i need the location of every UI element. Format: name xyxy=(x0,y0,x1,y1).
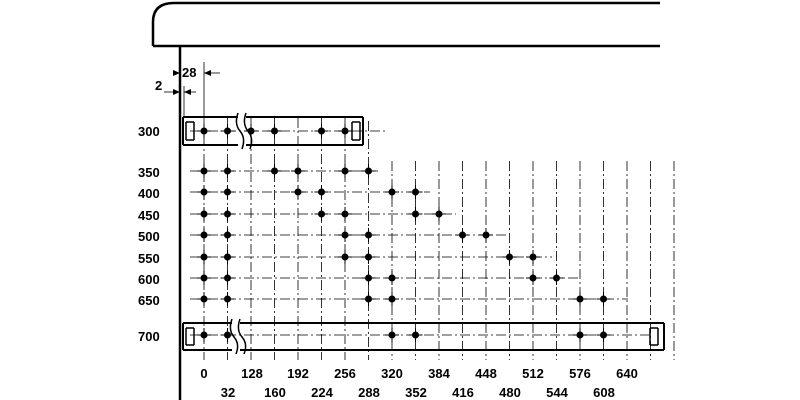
col-label-192: 192 xyxy=(287,366,309,381)
hole-marker xyxy=(200,274,208,282)
row-label-650: 650 xyxy=(138,293,160,308)
col-label-256: 256 xyxy=(334,366,356,381)
hole-marker xyxy=(412,188,419,196)
hole-marker xyxy=(200,295,208,303)
col-label-544: 544 xyxy=(546,385,568,400)
hole-marker xyxy=(365,274,372,282)
hole-marker xyxy=(365,253,372,261)
hole-marker xyxy=(388,295,396,303)
col-label-32: 32 xyxy=(221,385,235,400)
row-label-350: 350 xyxy=(138,165,160,180)
hole-marker xyxy=(365,167,372,175)
col-label-320: 320 xyxy=(381,366,403,381)
hole-marker xyxy=(482,231,490,239)
hole-marker xyxy=(388,274,396,282)
col-label-416: 416 xyxy=(452,385,474,400)
hole-marker xyxy=(388,188,396,196)
hole-marker xyxy=(341,127,349,135)
runner-700 xyxy=(182,318,665,355)
hole-marker xyxy=(318,127,325,135)
hole-marker xyxy=(318,188,325,196)
hole-marker xyxy=(224,331,231,339)
hole-marker xyxy=(224,274,231,282)
row-label-500: 500 xyxy=(138,229,160,244)
hole-marker xyxy=(341,253,349,261)
hole-marker xyxy=(200,331,208,339)
col-label-288: 288 xyxy=(358,385,380,400)
row-label-300: 300 xyxy=(138,124,160,139)
hole-marker xyxy=(506,253,513,261)
hole-marker xyxy=(553,274,560,282)
hole-marker xyxy=(600,331,607,339)
hole-marker xyxy=(365,231,372,239)
hole-marker xyxy=(224,188,231,196)
hole-marker xyxy=(200,231,208,239)
hole-marker xyxy=(271,167,278,175)
col-label-0: 0 xyxy=(200,366,207,381)
hole-marker xyxy=(412,210,419,218)
dimension-2: 2 xyxy=(155,78,196,118)
hole-marker xyxy=(529,274,537,282)
col-label-512: 512 xyxy=(522,366,544,381)
hole-marker xyxy=(529,253,537,261)
row-label-600: 600 xyxy=(138,272,160,287)
row-label-400: 400 xyxy=(138,186,160,201)
hole-marker xyxy=(200,210,208,218)
hole-marker xyxy=(200,127,208,135)
row-label-550: 550 xyxy=(138,251,160,266)
hole-marker xyxy=(435,210,443,218)
dimension-28-label: 28 xyxy=(182,65,196,80)
dimension-2-label: 2 xyxy=(155,78,162,93)
col-label-480: 480 xyxy=(499,385,521,400)
dimension-28: 28 xyxy=(173,62,220,118)
hole-marker xyxy=(576,295,584,303)
hole-marker xyxy=(341,210,349,218)
hole-marker xyxy=(600,295,607,303)
row-label-450: 450 xyxy=(138,208,160,223)
runner-300 xyxy=(182,112,364,150)
hole-marker xyxy=(224,295,231,303)
worktop-outline xyxy=(151,1,660,48)
hole-marker xyxy=(294,167,302,175)
col-label-448: 448 xyxy=(475,366,497,381)
hole-marker xyxy=(224,210,231,218)
hole-marker xyxy=(365,295,372,303)
hole-marker xyxy=(247,127,255,135)
hole-marker xyxy=(341,167,349,175)
hole-marker xyxy=(224,253,231,261)
col-label-576: 576 xyxy=(569,366,591,381)
hole-marker xyxy=(224,127,231,135)
hole-marker xyxy=(459,231,466,239)
col-label-352: 352 xyxy=(405,385,427,400)
col-label-224: 224 xyxy=(311,385,333,400)
col-label-640: 640 xyxy=(616,366,638,381)
col-label-160: 160 xyxy=(264,385,286,400)
col-label-128: 128 xyxy=(241,366,263,381)
col-label-384: 384 xyxy=(428,366,450,381)
hole-markers xyxy=(197,124,611,342)
hole-marker xyxy=(388,331,396,339)
hole-marker xyxy=(200,253,208,261)
hole-marker xyxy=(271,127,278,135)
hole-marker xyxy=(412,331,419,339)
col-label-608: 608 xyxy=(593,385,615,400)
hole-marker xyxy=(294,188,302,196)
hole-marker xyxy=(200,167,208,175)
hole-marker xyxy=(341,231,349,239)
hole-marker xyxy=(224,231,231,239)
row-label-700: 700 xyxy=(138,329,160,344)
hole-marker xyxy=(224,167,231,175)
hole-marker xyxy=(318,210,325,218)
hole-marker xyxy=(200,188,208,196)
hole-marker xyxy=(576,331,584,339)
